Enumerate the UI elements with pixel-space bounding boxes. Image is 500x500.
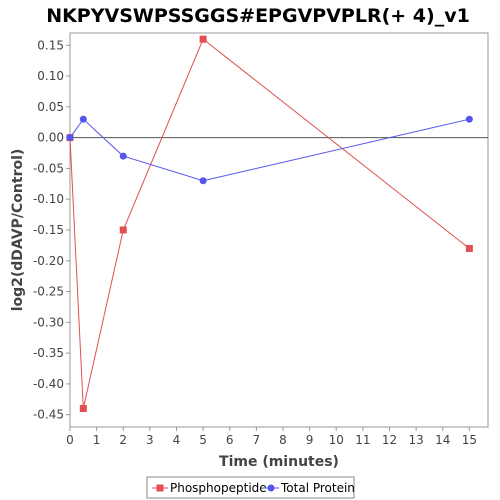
x-tick-label: 15 bbox=[462, 433, 477, 447]
legend-marker-phosphopeptide bbox=[156, 484, 164, 492]
x-tick-label: 7 bbox=[253, 433, 261, 447]
data-point-phosphopeptide bbox=[199, 35, 207, 43]
y-tick-label: -0.15 bbox=[33, 223, 64, 237]
x-tick-label: 11 bbox=[355, 433, 370, 447]
chart-title: NKPYVSWPSSGGS#EPGVPVPLR(+ 4)_v1 bbox=[46, 5, 470, 27]
x-tick-label: 10 bbox=[329, 433, 344, 447]
series-layer bbox=[66, 35, 473, 413]
y-tick-label: -0.35 bbox=[33, 346, 64, 360]
x-tick-label: 9 bbox=[306, 433, 314, 447]
y-tick-label: -0.20 bbox=[33, 254, 64, 268]
legend-marker-total-protein bbox=[267, 484, 275, 492]
y-axis-ticks: 0.15 0.10 0.05 0.00 -0.05 -0.10 -0.15 -0.20 -0.2… bbox=[33, 38, 70, 422]
legend-box bbox=[146, 476, 355, 499]
x-tick-label: 6 bbox=[226, 433, 234, 447]
y-tick-label: 0.10 bbox=[37, 69, 64, 83]
x-axis-ticks: 0 1 2 3 4 5 6 7 8 9 10 11 12 13 14 15 bbox=[66, 427, 477, 447]
y-tick-label: 0.00 bbox=[37, 131, 64, 145]
data-point-total-protein bbox=[79, 115, 87, 123]
y-tick-label: -0.30 bbox=[33, 315, 64, 329]
data-point-phosphopeptide bbox=[465, 244, 473, 252]
y-tick-label: 0.15 bbox=[37, 38, 64, 52]
x-tick-label: 0 bbox=[66, 433, 74, 447]
x-tick-label: 1 bbox=[93, 433, 101, 447]
x-tick-label: 3 bbox=[146, 433, 154, 447]
x-tick-label: 2 bbox=[119, 433, 127, 447]
x-axis-label: Time (minutes) bbox=[219, 454, 339, 470]
legend-label-total-protein: Total Protein bbox=[280, 481, 355, 495]
data-point-total-protein bbox=[119, 152, 127, 160]
x-tick-label: 8 bbox=[279, 433, 287, 447]
x-tick-label: 5 bbox=[199, 433, 207, 447]
y-tick-label: -0.40 bbox=[33, 377, 64, 391]
data-point-total-protein bbox=[66, 134, 74, 142]
legend: Phosphopeptide Total Protein bbox=[146, 476, 355, 499]
x-tick-label: 14 bbox=[435, 433, 450, 447]
data-point-phosphopeptide bbox=[119, 226, 127, 234]
data-point-total-protein bbox=[199, 177, 207, 185]
x-tick-label: 4 bbox=[173, 433, 181, 447]
y-tick-label: -0.45 bbox=[33, 408, 64, 422]
legend-label-phosphopeptide: Phosphopeptide bbox=[170, 481, 267, 495]
plot-frame bbox=[69, 32, 489, 428]
y-tick-label: 0.05 bbox=[37, 100, 64, 114]
x-tick-label: 12 bbox=[382, 433, 397, 447]
y-axis-label: log2(dDAVP/Control) bbox=[10, 149, 26, 312]
data-point-total-protein bbox=[465, 115, 473, 123]
data-point-phosphopeptide bbox=[79, 405, 87, 413]
y-tick-label: -0.25 bbox=[33, 285, 64, 299]
x-tick-label: 13 bbox=[408, 433, 423, 447]
y-tick-label: -0.10 bbox=[33, 192, 64, 206]
y-tick-label: -0.05 bbox=[33, 161, 64, 175]
